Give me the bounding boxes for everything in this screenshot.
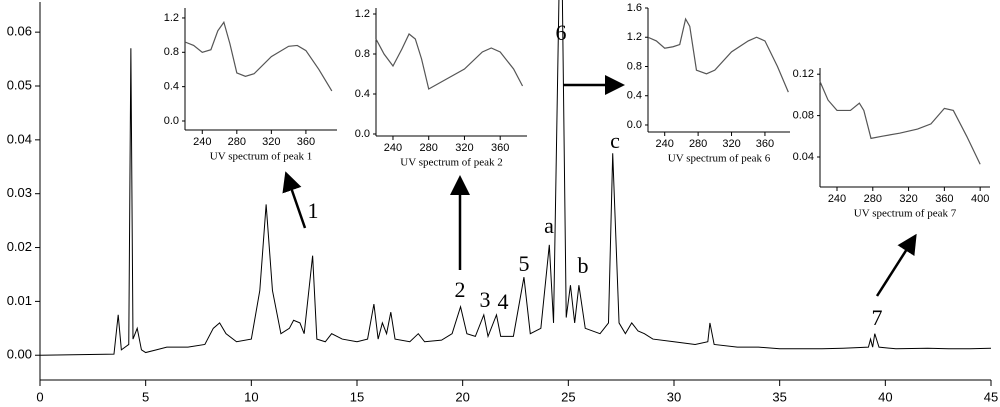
- x-tick-label: 10: [244, 389, 258, 404]
- peak-label: 6: [556, 20, 567, 45]
- y-tick-label: 0.04: [793, 151, 814, 163]
- x-tick-label: 320: [262, 136, 280, 148]
- y-tick-label: 0.4: [164, 81, 179, 93]
- x-tick-label: 240: [193, 136, 211, 148]
- y-tick-label: 0.0: [164, 115, 179, 127]
- x-tick-label: 240: [656, 138, 674, 150]
- x-tick-label: 360: [297, 136, 315, 148]
- y-tick-label: 0.4: [627, 90, 642, 102]
- x-tick-label: 280: [689, 138, 707, 150]
- x-tick-label: 20: [455, 389, 469, 404]
- peak-label: c: [610, 128, 620, 153]
- x-tick-label: 360: [756, 138, 774, 150]
- x-tick-label: 25: [561, 389, 575, 404]
- x-tick-label: 30: [667, 389, 681, 404]
- data-line: [647, 17, 789, 93]
- y-tick-label: 0.03: [7, 185, 32, 200]
- x-tick-label: 240: [828, 193, 846, 205]
- x-axis-label: UV spectrum of peak 6: [668, 153, 771, 165]
- peak-label: 2: [455, 277, 466, 302]
- x-tick-label: 320: [455, 142, 473, 154]
- x-tick-label: 240: [384, 142, 402, 154]
- arrow: [875, 233, 917, 297]
- y-tick-label: 0.06: [7, 24, 32, 39]
- peak-label: 5: [519, 251, 530, 276]
- x-axis-label: UV spectrum of peak 2: [400, 157, 502, 169]
- y-tick-label: 0.02: [7, 239, 32, 254]
- y-tick-label: 1.2: [627, 31, 642, 43]
- data-line: [184, 20, 333, 92]
- y-tick-label: 0.8: [164, 46, 179, 58]
- x-tick-label: 360: [935, 193, 953, 205]
- x-tick-label: 0: [36, 389, 43, 404]
- x-tick-label: 280: [228, 136, 246, 148]
- x-axis-label: UV spectrum of peak 7: [854, 208, 957, 220]
- y-tick-label: 0.04: [7, 131, 32, 146]
- x-tick-label: 5: [142, 389, 149, 404]
- y-tick-label: 0.0: [627, 119, 642, 131]
- y-tick-label: 0.12: [793, 68, 814, 80]
- y-tick-label: 0.01: [7, 293, 32, 308]
- y-tick-label: 0.00: [7, 347, 32, 362]
- x-tick-label: 35: [772, 389, 786, 404]
- x-tick-label: 280: [420, 142, 438, 154]
- peak-label: 3: [480, 287, 491, 312]
- x-tick-label: 320: [722, 138, 740, 150]
- y-tick-label: 0.0: [355, 128, 370, 140]
- x-tick-label: 320: [899, 193, 917, 205]
- arrow: [282, 171, 307, 229]
- data-line: [819, 81, 981, 165]
- peak-label: a: [544, 213, 554, 238]
- peak-label: b: [578, 253, 589, 278]
- data-line: [39, 0, 992, 356]
- y-tick-label: 0.08: [793, 110, 814, 122]
- x-tick-label: 40: [878, 389, 892, 404]
- peak-label: 7: [872, 305, 883, 330]
- x-tick-label: 280: [864, 193, 882, 205]
- x-axis-label: UV spectrum of peak 1: [210, 151, 312, 163]
- y-tick-label: 1.2: [355, 8, 370, 20]
- y-tick-label: 0.8: [627, 60, 642, 72]
- data-line: [375, 33, 524, 90]
- peak-label: 4: [498, 289, 509, 314]
- y-tick-label: 1.6: [627, 2, 642, 14]
- y-tick-label: 0.8: [355, 48, 370, 60]
- y-tick-label: 0.4: [355, 88, 370, 100]
- x-tick-label: 400: [971, 193, 989, 205]
- y-tick-label: 1.2: [164, 12, 179, 24]
- peak-label: 1: [308, 198, 319, 223]
- y-tick-label: 0.05: [7, 77, 32, 92]
- x-tick-label: 360: [491, 142, 509, 154]
- x-tick-label: 45: [984, 389, 998, 404]
- arrows: [282, 75, 917, 297]
- x-tick-label: 15: [350, 389, 364, 404]
